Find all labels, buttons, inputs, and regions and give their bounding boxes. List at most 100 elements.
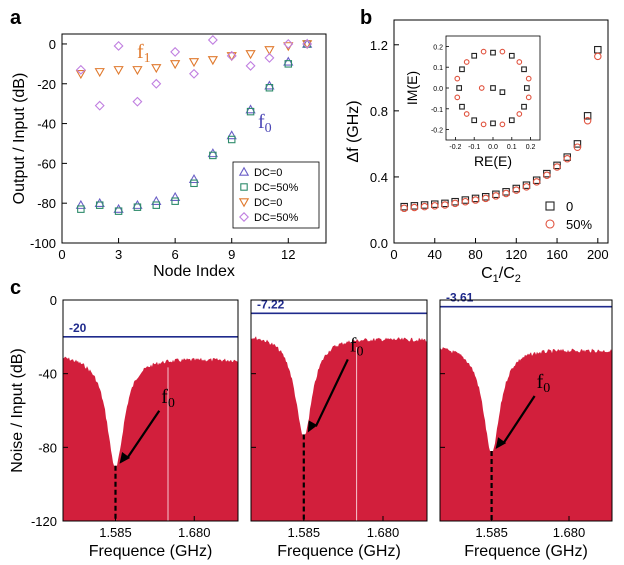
data-point xyxy=(189,68,199,79)
y-axis-label: Output / Input (dB) xyxy=(11,73,28,205)
x-axis-label: Frequence (GHz) xyxy=(464,543,588,560)
data-point xyxy=(245,60,256,71)
arrow-head xyxy=(119,451,131,464)
x-axis-label: C1/C2 xyxy=(481,265,521,285)
inset-frame xyxy=(445,35,541,141)
x-tick-label: 1.680 xyxy=(553,525,586,540)
annotation-f0: f0 xyxy=(537,371,551,396)
legend-label: 50% xyxy=(566,217,592,232)
inset-y-tick-label: 0.0 xyxy=(433,86,443,93)
data-point xyxy=(441,201,449,209)
y-tick-label: -120 xyxy=(31,514,57,529)
inset-data-point xyxy=(508,52,515,59)
threshold-label: -20 xyxy=(69,321,87,335)
arrow-shaft xyxy=(314,358,349,427)
data-point xyxy=(583,112,592,120)
x-tick-label: 40 xyxy=(428,247,442,262)
data-point xyxy=(492,192,500,200)
noise-spectrum-area xyxy=(63,356,238,521)
inset-y-tick-label: -0.1 xyxy=(431,107,443,114)
data-point xyxy=(283,38,294,49)
x-tick-label: 6 xyxy=(172,247,179,262)
inset-series-1 xyxy=(454,48,532,128)
inset-data-point xyxy=(454,94,461,101)
data-point xyxy=(226,50,237,61)
threshold-label: -7.22 xyxy=(257,297,285,311)
data-point xyxy=(190,179,198,188)
x-tick-label: 1.680 xyxy=(178,525,211,540)
plot-frame xyxy=(250,299,428,522)
subplot-1: -7.22 f0 1.585 1.680 Frequence (GHz) xyxy=(250,297,428,560)
data-point xyxy=(594,45,602,54)
data-point xyxy=(563,155,571,163)
inset-data-point xyxy=(508,117,515,124)
data-point xyxy=(132,96,143,107)
plot-frame xyxy=(393,19,609,244)
legend-label: DC=0 xyxy=(254,167,282,179)
x-tick-label: 1.585 xyxy=(288,525,321,540)
data-point xyxy=(245,104,256,114)
noise-spectrum-area xyxy=(251,336,427,521)
inset-y-tick-label: 0.2 xyxy=(433,44,443,51)
annotation-f0: f0 xyxy=(350,334,364,359)
inset-y-label: IM(E) xyxy=(404,71,420,105)
inset-series-0 xyxy=(456,49,530,127)
inset-data-point xyxy=(516,59,523,65)
inset-data-point xyxy=(499,89,506,96)
noise-spectrum-area xyxy=(440,346,612,521)
inset-data-point xyxy=(456,85,463,91)
data-point xyxy=(573,140,582,148)
subplot-0: -20 f0 1.585 1.680 Frequence (GHz) xyxy=(62,299,239,560)
data-point xyxy=(532,178,541,186)
panel-a: 0 3 6 9 12 0 -20 -40 -60 -80 -100 Node Index Output … xyxy=(11,33,327,280)
data-point xyxy=(94,100,105,111)
inset-data-point xyxy=(459,66,465,73)
legend-marker xyxy=(239,212,249,222)
annotation-f1: f1 xyxy=(137,41,151,66)
x-tick-label: 1.680 xyxy=(367,525,400,540)
series-2 xyxy=(75,40,313,80)
data-point xyxy=(113,203,124,213)
inset-x-tick-label: -0.2 xyxy=(449,144,461,151)
data-point xyxy=(75,64,86,75)
data-point xyxy=(594,52,602,61)
inset: -0.2 -0.1 0.0 0.1 0.2 0.2 0.1 0.0 -0.1 -0.2 RE(E) I… xyxy=(404,35,541,169)
data-point xyxy=(170,46,181,57)
data-point xyxy=(573,143,582,151)
x-tick-label: 200 xyxy=(587,247,609,262)
x-tick-label: 3 xyxy=(115,247,122,262)
data-point xyxy=(245,50,256,60)
y-tick-label: 0 xyxy=(50,293,57,308)
subplot-2: -3.61 f0 1.585 1.680 Frequence (GHz) xyxy=(439,291,613,560)
data-point xyxy=(75,70,87,80)
arrow-shaft xyxy=(502,395,536,444)
inset-data-point xyxy=(499,48,506,55)
data-point xyxy=(227,135,236,144)
inset-data-point xyxy=(490,120,496,127)
data-point xyxy=(169,191,181,201)
y-tick-label: 0.4 xyxy=(370,170,388,185)
inset-data-point xyxy=(525,75,532,82)
threshold-label: -3.61 xyxy=(446,291,474,305)
inset-data-point xyxy=(523,85,530,91)
y-tick-label: 0 xyxy=(49,37,56,52)
x-tick-label: 1.585 xyxy=(475,525,508,540)
data-point xyxy=(95,201,104,209)
y-tick-label: 0.8 xyxy=(370,104,388,119)
inset-data-point xyxy=(463,111,470,117)
data-point xyxy=(283,42,294,52)
inset-x-tick-label: 0.0 xyxy=(488,144,498,151)
arrow-head xyxy=(495,437,507,450)
data-point xyxy=(188,58,200,68)
inset-data-point xyxy=(471,117,478,124)
legend-label: DC=50% xyxy=(254,182,299,194)
inset-x-tick-label: -0.1 xyxy=(468,144,480,151)
data-point xyxy=(583,117,592,125)
data-point xyxy=(471,196,480,204)
data-point xyxy=(512,186,521,194)
data-point xyxy=(226,130,237,140)
y-tick-label: 1.2 xyxy=(370,38,388,53)
data-point xyxy=(77,205,85,213)
inset-x-tick-label: 0.1 xyxy=(507,144,517,151)
